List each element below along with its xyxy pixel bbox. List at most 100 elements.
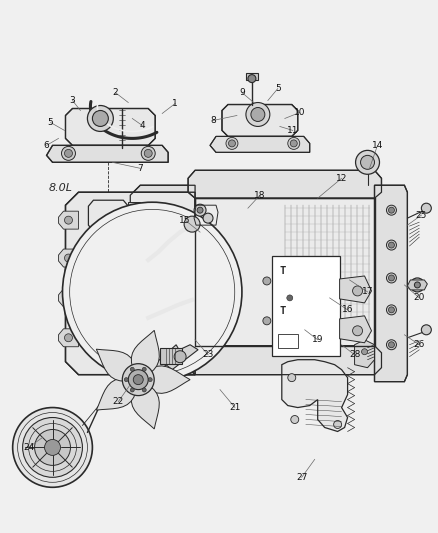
Circle shape — [35, 430, 71, 465]
Text: 9: 9 — [239, 88, 245, 97]
Polygon shape — [130, 185, 195, 375]
Circle shape — [410, 278, 424, 292]
Polygon shape — [282, 360, 348, 432]
Polygon shape — [355, 340, 374, 368]
Text: 8.0L: 8.0L — [49, 183, 73, 193]
Text: 3: 3 — [70, 96, 75, 105]
Bar — [272, 256, 339, 356]
Polygon shape — [131, 379, 159, 429]
Circle shape — [288, 374, 296, 382]
Polygon shape — [407, 280, 427, 290]
Circle shape — [141, 147, 155, 160]
Circle shape — [414, 282, 420, 288]
Polygon shape — [128, 314, 140, 330]
Circle shape — [287, 295, 293, 301]
Circle shape — [421, 325, 431, 335]
Circle shape — [45, 439, 60, 455]
Text: 6: 6 — [44, 141, 49, 150]
Text: 1: 1 — [172, 99, 178, 108]
Polygon shape — [374, 185, 407, 382]
Polygon shape — [59, 249, 78, 267]
Circle shape — [360, 155, 374, 169]
Circle shape — [184, 216, 200, 232]
Text: 10: 10 — [294, 108, 305, 117]
Polygon shape — [88, 200, 128, 231]
Text: 14: 14 — [372, 141, 383, 150]
Polygon shape — [59, 329, 78, 347]
Circle shape — [122, 364, 154, 395]
Circle shape — [129, 354, 137, 362]
Text: 27: 27 — [296, 473, 307, 482]
Circle shape — [248, 75, 256, 83]
Polygon shape — [46, 146, 168, 163]
Circle shape — [361, 349, 367, 355]
Circle shape — [229, 140, 236, 147]
Circle shape — [263, 277, 271, 285]
Circle shape — [63, 202, 242, 382]
Polygon shape — [59, 289, 78, 307]
Text: 28: 28 — [349, 350, 360, 359]
Circle shape — [144, 149, 152, 157]
Polygon shape — [138, 366, 190, 393]
Circle shape — [130, 367, 134, 372]
Circle shape — [386, 205, 396, 215]
Circle shape — [290, 140, 297, 147]
Polygon shape — [128, 202, 140, 218]
Text: 5: 5 — [275, 84, 281, 93]
Circle shape — [129, 206, 137, 214]
Polygon shape — [339, 316, 371, 343]
Bar — [160, 348, 182, 364]
Polygon shape — [188, 171, 381, 198]
Circle shape — [194, 204, 206, 216]
Polygon shape — [96, 378, 138, 410]
Text: 20: 20 — [413, 293, 425, 302]
Text: 7: 7 — [138, 164, 143, 173]
Bar — [278, 334, 298, 348]
Circle shape — [353, 326, 363, 336]
Polygon shape — [131, 330, 159, 379]
Circle shape — [142, 388, 146, 392]
Circle shape — [174, 351, 186, 362]
Text: T: T — [280, 306, 286, 316]
Text: 15: 15 — [179, 216, 191, 224]
Circle shape — [386, 273, 396, 283]
Circle shape — [226, 138, 238, 149]
Polygon shape — [59, 211, 78, 229]
Polygon shape — [130, 345, 180, 392]
Circle shape — [386, 340, 396, 350]
Circle shape — [133, 375, 143, 385]
Bar — [246, 72, 258, 79]
Text: 11: 11 — [287, 126, 299, 135]
Circle shape — [251, 108, 265, 122]
Circle shape — [142, 367, 146, 372]
Circle shape — [23, 417, 82, 478]
Circle shape — [353, 286, 363, 296]
Polygon shape — [339, 276, 371, 303]
Circle shape — [288, 138, 300, 149]
Circle shape — [356, 150, 379, 174]
Circle shape — [129, 244, 137, 252]
Text: 18: 18 — [254, 191, 265, 200]
Polygon shape — [210, 136, 310, 152]
Text: 25: 25 — [416, 211, 427, 220]
Circle shape — [64, 254, 72, 262]
Polygon shape — [66, 192, 195, 375]
Circle shape — [389, 207, 395, 213]
Circle shape — [197, 207, 203, 213]
Text: 4: 4 — [139, 121, 145, 130]
Text: T: T — [280, 266, 286, 276]
Polygon shape — [66, 109, 155, 146]
Circle shape — [389, 307, 395, 313]
Circle shape — [389, 275, 395, 281]
Circle shape — [203, 213, 213, 223]
Polygon shape — [162, 345, 198, 370]
Circle shape — [386, 305, 396, 315]
Circle shape — [129, 281, 137, 289]
Text: 24: 24 — [23, 443, 34, 452]
Circle shape — [263, 317, 271, 325]
Circle shape — [389, 242, 395, 248]
Text: 5: 5 — [48, 118, 53, 127]
Circle shape — [334, 421, 342, 429]
Circle shape — [13, 408, 92, 487]
Circle shape — [92, 110, 108, 126]
